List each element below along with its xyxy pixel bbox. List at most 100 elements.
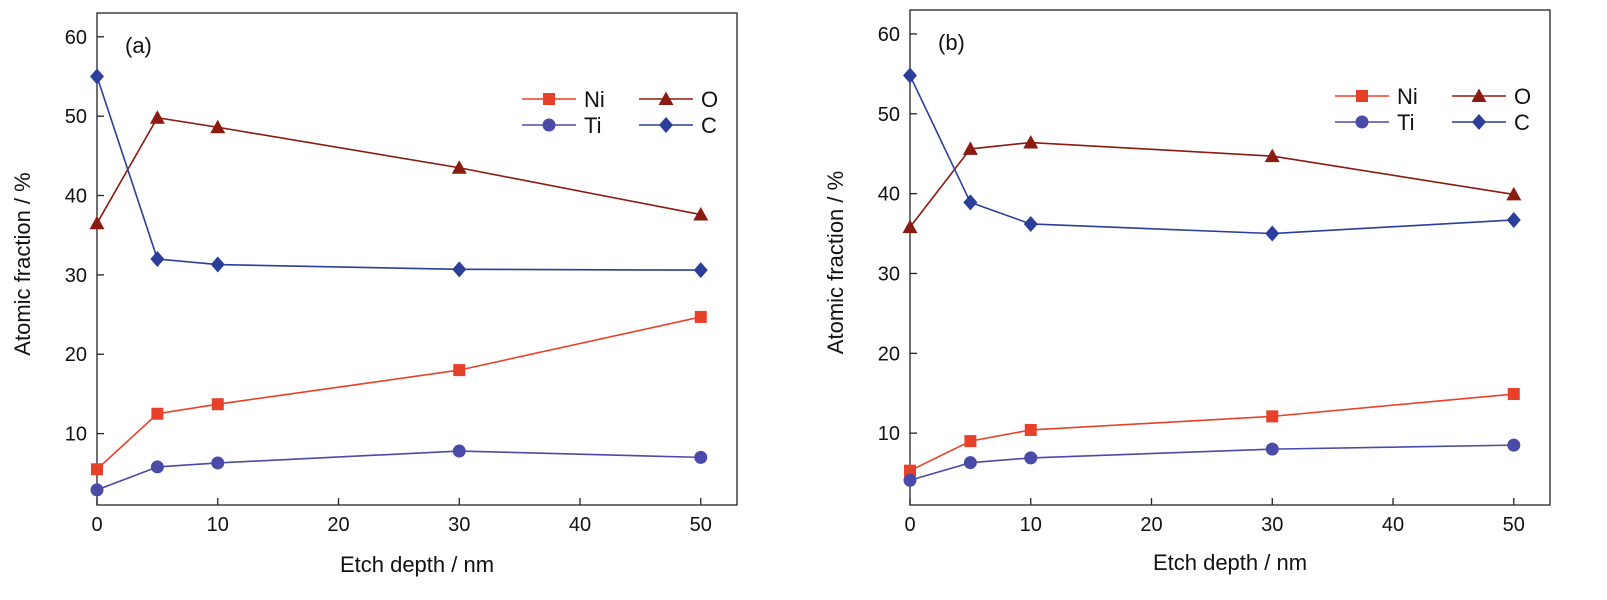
legend-entry-ti: Ti xyxy=(1335,110,1415,135)
data-point-c xyxy=(452,261,467,278)
panel-label: (b) xyxy=(938,30,965,55)
series-c xyxy=(90,68,708,279)
data-point-o xyxy=(902,219,918,234)
x-tick-label: 20 xyxy=(1140,514,1162,536)
series-line-o xyxy=(909,141,1514,228)
x-tick-label: 0 xyxy=(904,514,915,536)
data-point-o xyxy=(693,207,709,221)
data-point-c xyxy=(150,251,165,267)
y-tick-label: 10 xyxy=(878,423,900,445)
x-tick-label: 0 xyxy=(91,514,102,536)
data-point-ti xyxy=(1024,451,1038,465)
data-point-ni xyxy=(694,310,707,323)
data-point-c xyxy=(210,256,225,273)
data-point-o xyxy=(1506,186,1522,201)
series-line-ti xyxy=(96,450,701,491)
data-point-ti xyxy=(903,473,917,487)
legend-label: C xyxy=(1514,110,1530,135)
data-point-o xyxy=(962,141,978,155)
data-point-ni xyxy=(1266,410,1279,423)
data-point-ti xyxy=(211,456,225,470)
data-point-o xyxy=(210,119,226,134)
data-point-o xyxy=(89,215,105,230)
data-point-ni xyxy=(453,364,466,377)
chart-panel-a: 0 10 20 30 40 50 10 20 30 40 50 60 Etch depth / nm At… xyxy=(10,12,738,577)
data-point-c xyxy=(1023,215,1038,232)
data-point-ni xyxy=(1024,423,1037,436)
series-o xyxy=(902,135,1522,234)
legend-entry-c: C xyxy=(639,113,717,138)
x-tick-label: 50 xyxy=(690,514,712,536)
x-axis-title: Etch depth / nm xyxy=(1153,550,1307,575)
x-tick-label: 50 xyxy=(1503,514,1525,536)
series-ni xyxy=(91,310,707,476)
legend-marker xyxy=(1471,88,1487,102)
data-point-c xyxy=(90,68,104,85)
data-point-ti xyxy=(694,450,708,464)
panel-label: (a) xyxy=(125,33,152,58)
x-tick-label: 40 xyxy=(569,514,591,536)
legend-label: O xyxy=(1514,84,1531,109)
series-line-o xyxy=(96,116,701,224)
legend-marker xyxy=(1355,115,1369,129)
legend-marker xyxy=(542,118,556,132)
legend-entry-ni: Ni xyxy=(1335,84,1418,109)
legend-entry-ni: Ni xyxy=(522,87,605,112)
series-ti xyxy=(90,444,708,497)
legend-label: O xyxy=(701,87,718,112)
data-point-ti xyxy=(1507,438,1521,452)
series-line-ni xyxy=(96,316,701,470)
data-point-c xyxy=(1506,211,1521,228)
series-o xyxy=(89,110,709,230)
data-point-ni xyxy=(1507,388,1520,401)
data-point-o xyxy=(149,110,165,124)
data-point-ni xyxy=(91,463,103,476)
x-axis-title: Etch depth / nm xyxy=(340,552,494,577)
series-ti xyxy=(903,438,1521,487)
y-tick-label: 60 xyxy=(878,24,900,46)
legend-marker xyxy=(543,93,555,105)
data-point-c xyxy=(963,194,978,211)
y-tick-label: 50 xyxy=(65,106,87,128)
y-tick-label: 50 xyxy=(878,104,900,126)
legend-entry-o: O xyxy=(639,87,718,112)
data-point-c xyxy=(903,67,917,84)
legend-label: Ti xyxy=(1397,110,1415,135)
series-line-ti xyxy=(909,444,1514,482)
x-tick-label: 30 xyxy=(448,514,470,536)
plot-frame xyxy=(96,12,738,506)
data-point-ti xyxy=(90,483,104,497)
data-point-o xyxy=(1023,135,1039,149)
data-point-ti xyxy=(452,444,466,458)
legend-label: C xyxy=(701,113,717,138)
legend-marker xyxy=(659,117,673,133)
y-tick-label: 30 xyxy=(65,265,87,287)
y-tick-label: 10 xyxy=(65,424,87,446)
data-point-c xyxy=(1265,225,1280,242)
plot-frame xyxy=(909,9,1551,506)
legend-marker xyxy=(1472,114,1486,130)
x-tick-label: 10 xyxy=(1020,514,1042,536)
legend-marker xyxy=(1356,90,1368,102)
x-tick-label: 20 xyxy=(327,514,349,536)
legend-label: Ni xyxy=(1397,84,1418,109)
data-point-ni xyxy=(211,398,224,411)
x-tick-label: 10 xyxy=(207,514,229,536)
data-point-o xyxy=(451,160,467,174)
y-tick-label: 30 xyxy=(878,263,900,285)
legend-marker xyxy=(658,91,674,105)
series-line-c xyxy=(96,76,701,271)
data-point-ni xyxy=(964,435,977,448)
data-point-c xyxy=(693,262,708,279)
legend-label: Ni xyxy=(584,87,605,112)
legend-entry-ti: Ti xyxy=(522,113,602,138)
y-tick-label: 40 xyxy=(878,184,900,206)
chart-panel-b: 0 10 20 30 40 50 10 20 30 40 50 60 Etch depth / nm At… xyxy=(823,9,1551,575)
data-point-ni xyxy=(151,407,164,420)
data-point-ti xyxy=(963,456,977,470)
legend-entry-c: C xyxy=(1452,110,1530,135)
legend-entry-o: O xyxy=(1452,84,1531,109)
data-point-ni xyxy=(904,464,916,477)
y-tick-label: 60 xyxy=(65,27,87,49)
